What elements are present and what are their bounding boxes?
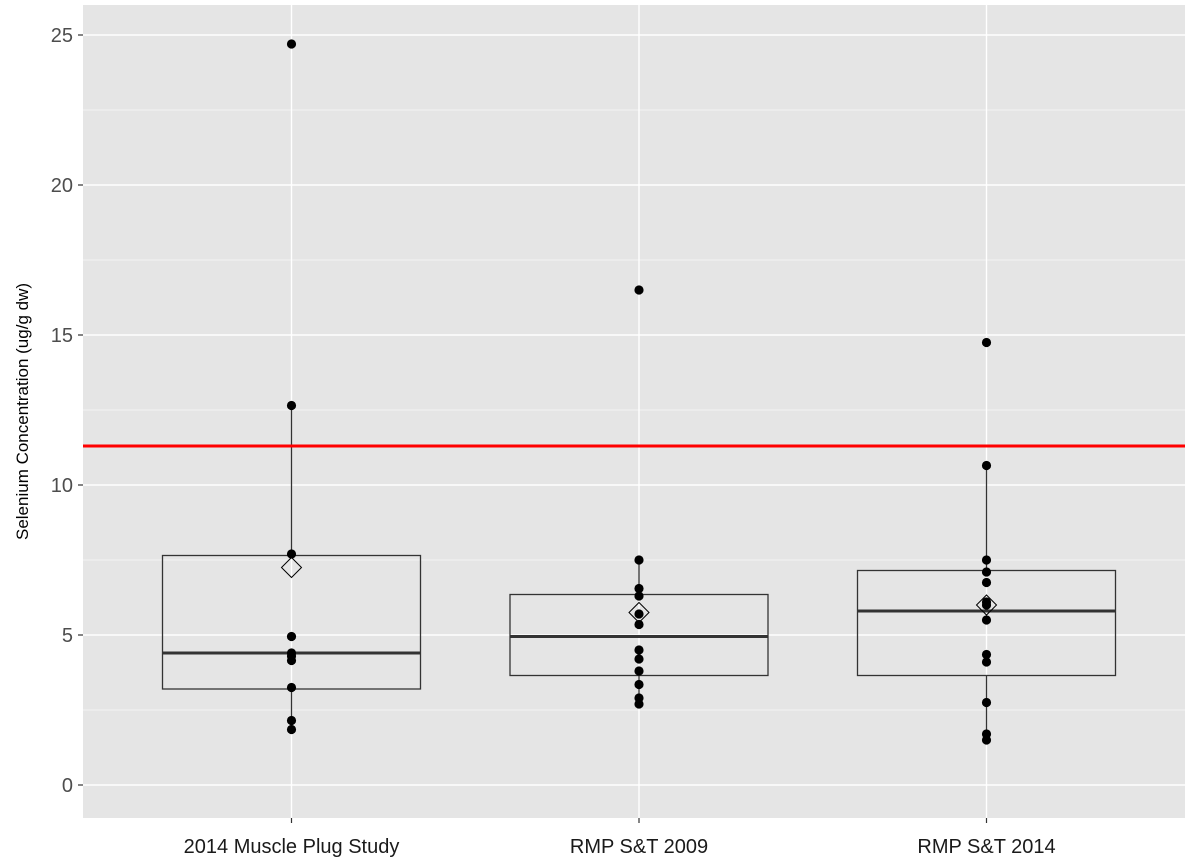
y-tick-label: 15 (51, 325, 73, 347)
data-point (286, 39, 297, 49)
mean-marker (280, 556, 303, 579)
data-point (634, 645, 644, 655)
data-point (286, 715, 297, 726)
y-tick-label: 10 (51, 475, 73, 497)
data-point (634, 609, 644, 619)
box-group (509, 285, 769, 709)
y-tick-label: 5 (62, 625, 73, 647)
data-point (634, 285, 644, 295)
mean-marker (628, 601, 650, 624)
data-point (286, 400, 297, 411)
y-axis-title: Selenium Concentration (ug/g dw) (13, 283, 32, 540)
data-point (286, 724, 297, 735)
plot-panel (83, 5, 1185, 818)
y-tick-label: 25 (51, 25, 73, 47)
data-point (981, 649, 992, 660)
data-point (634, 679, 644, 690)
box-group (161, 39, 422, 735)
data-point (634, 699, 644, 709)
data-point (981, 337, 992, 348)
y-tick-label: 20 (51, 175, 73, 197)
data-point (634, 654, 644, 664)
mean-marker (975, 594, 998, 616)
data-point (634, 619, 644, 630)
data-point (981, 567, 992, 577)
data-point (286, 682, 297, 693)
data-point (981, 697, 992, 708)
x-tick-label: RMP S&T 2014 (917, 836, 1055, 858)
data-point (634, 591, 644, 601)
x-axis-ticks: 2014 Muscle Plug Study RMP S&T 2009 RMP S&… (184, 818, 1056, 858)
y-axis-ticks: 0 5 10 15 20 25 (51, 25, 83, 797)
data-point (634, 583, 644, 594)
data-point (981, 577, 992, 588)
data-point (286, 549, 297, 559)
x-tick-label: RMP S&T 2009 (570, 836, 708, 858)
y-tick-label: 0 (62, 775, 73, 797)
data-point (286, 655, 297, 666)
data-point (981, 615, 992, 625)
data-point (981, 735, 992, 745)
data-point (981, 657, 992, 667)
data-point (634, 555, 644, 565)
data-point (981, 460, 992, 471)
data-point (981, 600, 992, 610)
box-group (856, 337, 1117, 745)
data-point (981, 555, 992, 565)
data-point (634, 666, 644, 676)
data-point (286, 631, 297, 642)
box-series (161, 39, 1117, 745)
x-tick-label: 2014 Muscle Plug Study (184, 836, 400, 858)
